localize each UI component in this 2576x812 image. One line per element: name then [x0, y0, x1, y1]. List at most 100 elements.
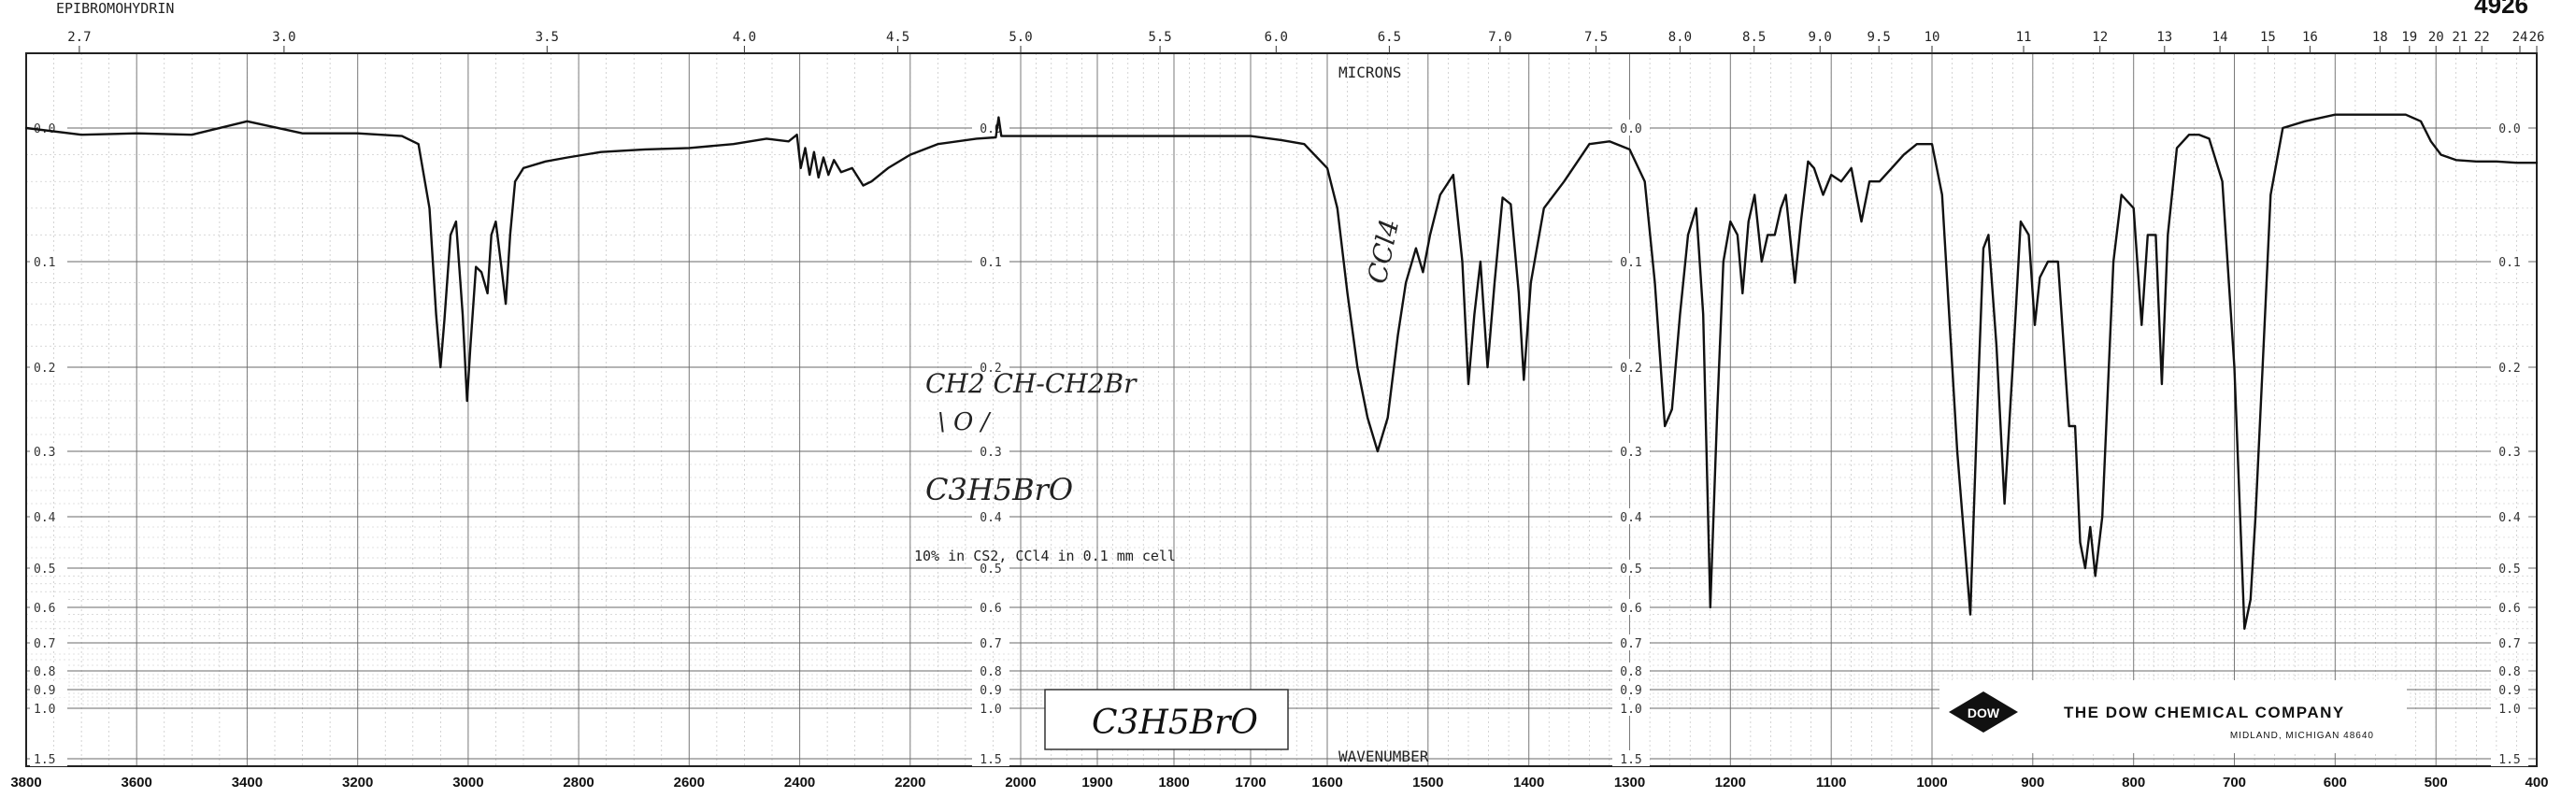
absorbance-tick-label: 1.0	[980, 703, 1001, 717]
absorbance-tick-label: 0.0	[2498, 122, 2520, 136]
wavenumber-tick-label: 3200	[342, 775, 373, 791]
absorbance-tick-label: 0.2	[34, 362, 55, 376]
absorbance-tick-label: 0.5	[1620, 563, 1641, 577]
absorbance-tick-label: 0.2	[980, 362, 1001, 376]
absorbance-tick-label: 0.5	[980, 563, 1001, 577]
micron-tick-label: 7.0	[1488, 30, 1511, 45]
absorbance-tick-label: 0.2	[1620, 362, 1641, 376]
micron-tick-label: 22	[2474, 30, 2490, 45]
micron-tick-label: 8.0	[1668, 30, 1692, 45]
absorbance-label-bg	[972, 359, 1009, 375]
absorbance-tick-label: 1.0	[2498, 703, 2520, 717]
absorbance-label-bg	[30, 700, 67, 716]
absorbance-tick-label: 1.5	[980, 753, 1001, 767]
micron-tick-label: 21	[2452, 30, 2468, 45]
micron-tick-label: 9.5	[1868, 30, 1891, 45]
absorbance-tick-label: 0.8	[2498, 665, 2520, 679]
absorbance-tick-label: 0.8	[1620, 665, 1641, 679]
absorbance-label-bg	[1612, 120, 1650, 135]
absorbance-tick-label: 0.5	[34, 563, 55, 577]
absorbance-tick-label: 1.5	[2498, 753, 2520, 767]
absorbance-label-bg	[972, 681, 1009, 697]
absorbance-tick-label: 1.5	[1620, 753, 1641, 767]
absorbance-tick-label: 0.0	[1620, 122, 1641, 136]
major-grid	[25, 53, 2538, 766]
absorbance-tick-label: 0.5	[2498, 563, 2520, 577]
wavenumber-tick-label: 600	[2324, 775, 2347, 791]
absorbance-label-bg	[1612, 508, 1650, 524]
micron-tick-label: 15	[2260, 30, 2276, 45]
absorbance-label-bg	[1612, 750, 1650, 766]
wavenumber-tick-label: 1300	[1614, 775, 1645, 791]
compound-title: EPIBROMOHYDRIN	[56, 0, 174, 17]
micron-tick-label: 18	[2372, 30, 2388, 45]
micron-tick-label: 8.5	[1742, 30, 1766, 45]
wavenumber-tick-label: 1600	[1311, 775, 1342, 791]
dow-diamond-icon	[1949, 691, 2018, 733]
company-location: MIDLAND, MICHIGAN 48640	[2230, 731, 2374, 741]
absorbance-tick-label: 0.6	[1620, 602, 1641, 616]
micron-axis-label: MICRONS	[1338, 64, 1401, 81]
micron-tick-label: 19	[2401, 30, 2417, 45]
wavenumber-tick-label: 800	[2122, 775, 2145, 791]
absorbance-tick-label: 0.6	[980, 602, 1001, 616]
absorbance-tick-label: 0.7	[980, 637, 1001, 651]
absorbance-label-bg	[1612, 599, 1650, 615]
absorbance-tick-label: 0.1	[34, 256, 55, 270]
micron-tick-label: 5.0	[1009, 30, 1032, 45]
absorbance-label-bg	[2491, 681, 2528, 697]
formula-handwritten: C3H5BrO	[925, 472, 1073, 507]
wavenumber-tick-label: 500	[2425, 775, 2448, 791]
wavenumber-tick-label: 700	[2223, 775, 2246, 791]
absorbance-label-bg	[2491, 120, 2528, 135]
absorbance-tick-label: 0.8	[34, 665, 55, 679]
wavenumber-tick-label: 1500	[1412, 775, 1443, 791]
absorbance-tick-label: 0.4	[1620, 511, 1642, 525]
micron-tick-label: 10	[1925, 30, 1940, 45]
wavenumber-tick-label: 2800	[563, 775, 594, 791]
absorbance-label-bg	[1612, 700, 1650, 716]
absorbance-label-bg	[972, 443, 1009, 459]
wavenumber-tick-label: 3400	[232, 775, 263, 791]
absorbance-label-bg	[30, 681, 67, 697]
absorbance-label-bg	[30, 634, 67, 650]
logo-panel	[1939, 680, 2407, 753]
absorbance-tick-label: 0.8	[980, 665, 1001, 679]
absorbance-tick-label: 1.5	[34, 753, 55, 767]
absorbance-label-bg	[1612, 634, 1650, 650]
absorbance-scales: 0.0 0.1 0.2 0.3 0.4 0.5 0.6 0.7 0.8 0.9 1.0 1.5 0.0 0…	[30, 120, 2528, 767]
micron-tick-label: 26	[2529, 30, 2545, 45]
absorbance-tick-label: 1.0	[1620, 703, 1641, 717]
absorbance-tick-label: 0.3	[980, 446, 1001, 460]
absorbance-label-bg	[972, 253, 1009, 269]
wavenumber-tick-label: 1000	[1916, 775, 1947, 791]
absorbance-label-bg	[1612, 253, 1650, 269]
absorbance-label-bg	[1612, 662, 1650, 678]
absorbance-label-bg	[30, 443, 67, 459]
spectrum-trace	[24, 113, 2539, 630]
micron-tick-label: 5.5	[1148, 30, 1171, 45]
absorbance-tick-label: 1.0	[34, 703, 55, 717]
absorbance-label-bg	[2491, 508, 2528, 524]
absorbance-label-bg	[972, 508, 1009, 524]
wavenumber-tick-label: 3600	[122, 775, 152, 791]
micron-tick-label: 14	[2212, 30, 2228, 45]
absorbance-tick-label: 0.3	[2498, 446, 2520, 460]
absorbance-tick-label: 0.6	[2498, 602, 2520, 616]
micron-tick-label: 20	[2428, 30, 2444, 45]
absorbance-label-bg	[30, 560, 67, 576]
absorbance-tick-label: 0.7	[1620, 637, 1641, 651]
absorbance-label-bg	[1612, 560, 1650, 576]
micron-tick-label: 13	[2156, 30, 2172, 45]
absorbance-label-bg	[2491, 662, 2528, 678]
wavenumber-tick-label: 3800	[10, 775, 41, 791]
plot-frame	[25, 52, 2538, 767]
micron-tick-label: 2.7	[67, 30, 91, 45]
absorbance-tick-label: 0.1	[1620, 256, 1641, 270]
wavenumber-axis-label: WAVENUMBER	[1338, 748, 1429, 765]
absorbance-label-bg	[2491, 359, 2528, 375]
absorbance-tick-label: 0.1	[980, 256, 1001, 270]
absorbance-tick-label: 0.1	[2498, 256, 2520, 270]
wavenumber-tick-label: 2600	[674, 775, 705, 791]
